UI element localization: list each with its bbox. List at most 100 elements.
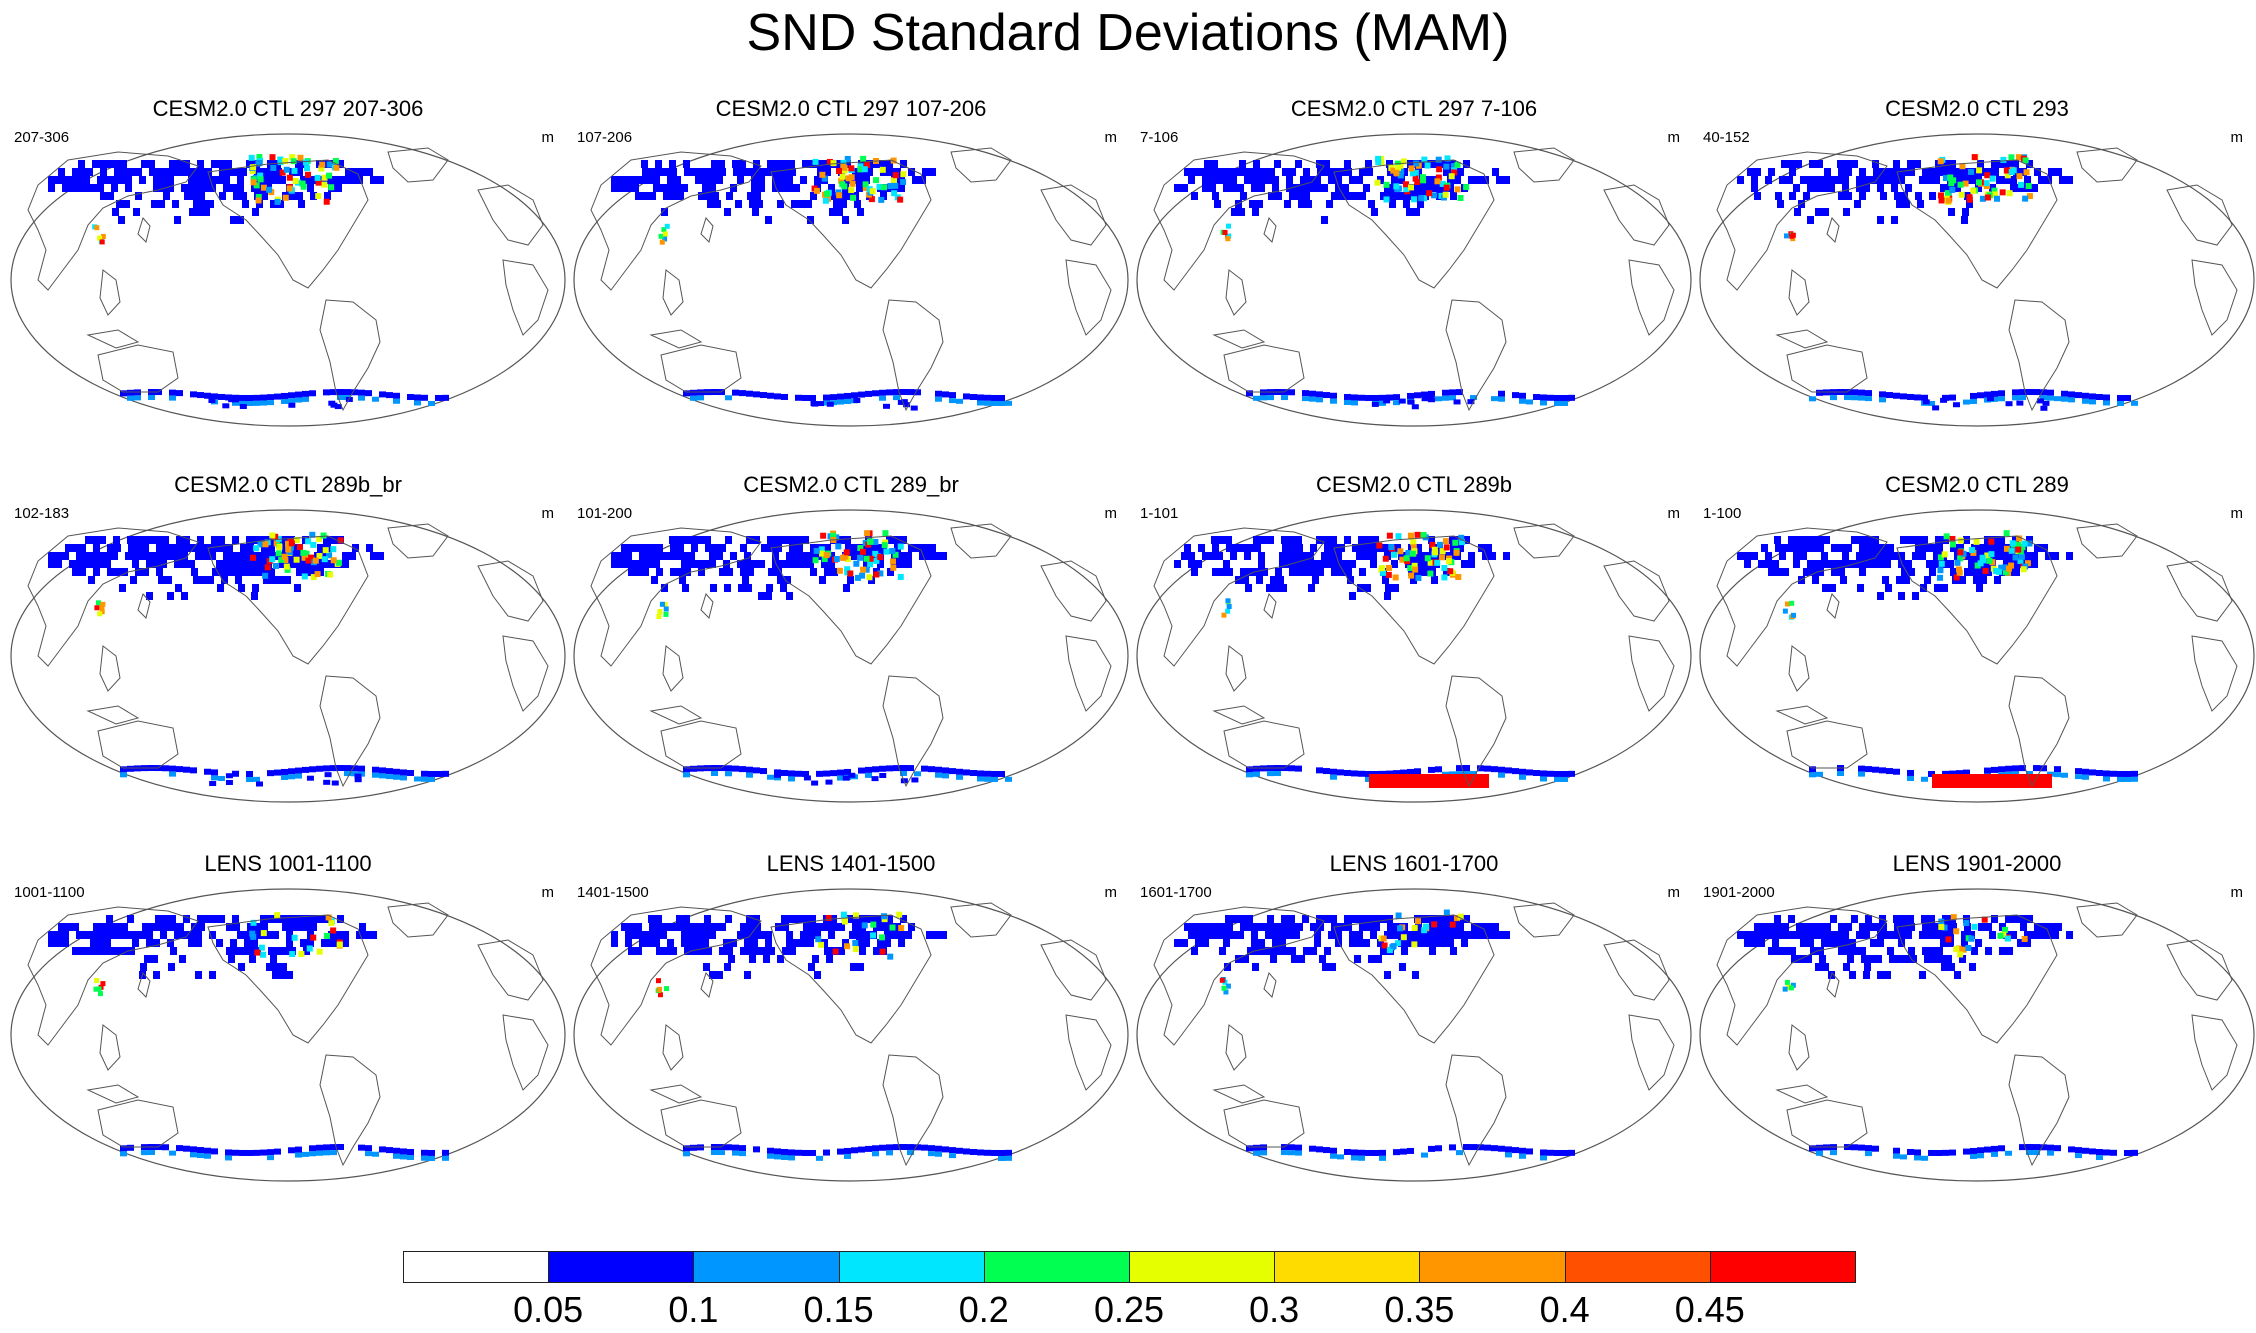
world-map [573,888,1129,1182]
coastlines [1716,902,2238,1167]
world-map [1136,133,1692,427]
snow-field-north [1174,909,1510,995]
panel-unit: m [1667,129,1681,146]
world-map [1136,509,1692,803]
coastlines [1153,902,1675,1167]
panel-unit: m [1104,884,1118,901]
snow-field-north [611,911,947,998]
globe-outline [10,509,566,803]
panel-title: LENS 1401-1500 [766,851,936,876]
colorbar-swatch [983,1251,1130,1283]
panel-title: LENS 1601-1700 [1329,851,1499,876]
colorbar-swatch [1129,1251,1276,1283]
panel-unit: m [541,884,555,901]
map-panel: CESM2.0 CTL 289 1-100 m [1697,470,2256,810]
snow-field-antarctica [683,1144,1012,1161]
world-map [573,509,1129,803]
colorbar-tick-label: 0.2 [958,1289,1009,1330]
coastlines [1153,147,1675,412]
panel-title: CESM2.0 CTL 289 [1885,472,2069,497]
world-map [1136,888,1692,1182]
panel-year-range: 1901-2000 [1703,884,1775,901]
snow-field-antarctica [1246,765,1575,788]
colorbar-swatch [1564,1251,1711,1283]
snow-field-north [48,912,377,997]
colorbar-tick-label: 0.4 [1539,1289,1590,1330]
panel-year-range: 101-200 [577,505,633,522]
globe [1699,133,2255,427]
panel-title: CESM2.0 CTL 289_br [743,472,959,497]
colorbar-swatch [1709,1251,1856,1283]
panel-unit: m [2230,129,2244,146]
snow-field-north [1737,530,2073,620]
map-panel: CESM2.0 CTL 293 40-152 m [1697,94,2256,434]
panel-title: CESM2.0 CTL 297 7-106 [1290,96,1538,121]
panel-year-range: 1401-1500 [577,884,649,901]
coastlines [590,147,1112,412]
panel-year-range: 1001-1100 [14,884,85,901]
snow-field-antarctica [1809,1144,2138,1161]
panel-year-range: 107-206 [577,129,633,146]
panel-unit: m [2230,884,2244,901]
colorbar-tick-label: 0.05 [513,1289,584,1330]
panel-title: CESM2.0 CTL 289b_br [174,472,402,497]
snow-field-antarctica [1246,389,1575,410]
colorbar [403,1251,1856,1285]
world-map [10,509,566,803]
globe-outline [573,888,1129,1182]
snow-field-antarctica [120,1144,449,1161]
map-panel: CESM2.0 CTL 297 207-306 207-306 m [8,94,568,434]
colorbar-swatch [1419,1251,1566,1283]
colorbar-swatch [838,1251,985,1283]
coastlines [27,147,549,412]
globe [1699,888,2255,1182]
panel-unit: m [1104,505,1118,522]
snow-field-antarctica [120,765,449,787]
world-map [1699,888,2255,1182]
panel-year-range: 7-106 [1140,129,1179,146]
coastlines [1716,147,2238,412]
panel-year-range: 1-100 [1703,505,1742,522]
world-map [10,133,566,427]
panel-title: CESM2.0 CTL 289b [1315,472,1513,497]
snow-field-north [611,155,936,245]
figure-title: SND Standard Deviations (MAM) [746,4,1510,62]
coastlines [1153,523,1675,788]
world-map [1699,133,2255,427]
map-panel: LENS 1901-2000 1901-2000 m [1697,849,2256,1189]
globe [573,133,1129,427]
coastlines [590,523,1112,788]
panel-unit: m [1104,129,1118,146]
globe-outline [573,509,1129,803]
globe-outline [1699,133,2255,427]
globe [1699,509,2255,803]
world-map [1699,509,2255,803]
coastlines [27,902,549,1167]
map-panel: LENS 1001-1100 1001-1100 m [8,849,568,1189]
panel-year-range: 102-183 [14,505,70,522]
map-panel: LENS 1401-1500 1401-1500 m [571,849,1131,1189]
colorbar-swatch [548,1251,695,1283]
globe [10,888,566,1182]
map-panel: CESM2.0 CTL 289b 1-101 m [1134,470,1694,810]
colorbar-tick-label: 0.3 [1249,1289,1300,1330]
panel-year-range: 207-306 [14,129,70,146]
globe [573,888,1129,1182]
snow-field-north [1737,154,2073,242]
panel-unit: m [541,129,555,146]
globe [10,133,566,427]
world-map [10,888,566,1182]
colorbar-swatch [403,1251,550,1283]
globe-outline [1699,888,2255,1182]
globe [1136,133,1692,427]
panel-title: CESM2.0 CTL 297 207-306 [152,96,424,121]
map-panel: LENS 1601-1700 1601-1700 m [1134,849,1694,1189]
map-panel: CESM2.0 CTL 289_br 101-200 m [571,470,1131,810]
snow-field-antarctica [1809,765,2138,788]
snow-field-north [1174,531,1510,618]
globe-outline [1699,509,2255,803]
panel-unit: m [541,505,555,522]
map-panel: CESM2.0 CTL 297 7-106 7-106 m [1134,94,1694,434]
panel-title: LENS 1001-1100 [204,851,372,876]
colorbar-tick-label: 0.25 [1093,1289,1165,1330]
